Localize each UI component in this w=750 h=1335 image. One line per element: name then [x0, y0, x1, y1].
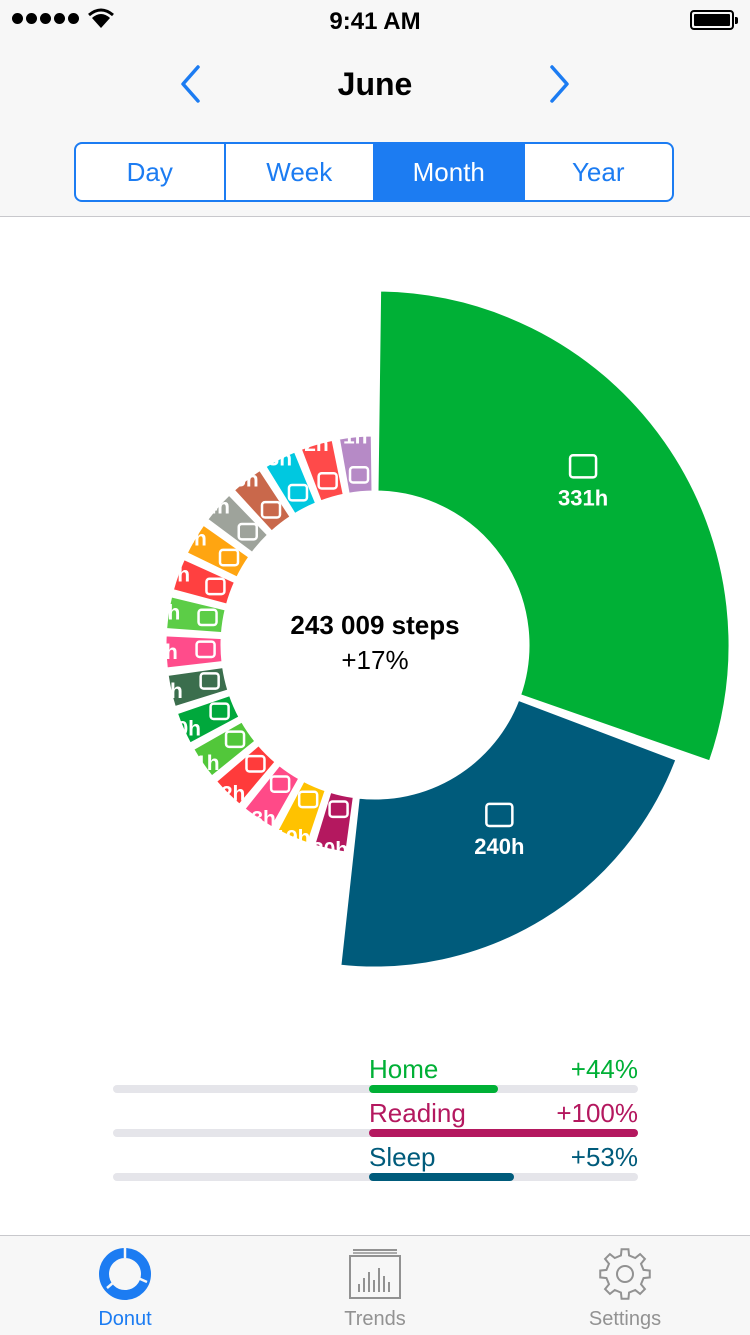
bed-icon: [485, 802, 514, 828]
battery-icon: [690, 10, 738, 30]
donut-segment-walking[interactable]: [275, 778, 328, 846]
next-month-button[interactable]: [535, 62, 585, 106]
legend-label: Home: [369, 1054, 439, 1084]
donut-segment-label: 331h: [558, 485, 608, 510]
legend-row-reading: Reading +100%: [113, 1098, 638, 1142]
donut-segment-sightseeing[interactable]: [336, 433, 375, 496]
header: June Day Week Month Year: [0, 40, 750, 217]
top-changes-legend: Home +44% Reading +100% Sleep +53%: [113, 1054, 638, 1186]
donut-segment-label: 240h: [474, 834, 524, 859]
menu-fork-icon: [317, 471, 338, 490]
signal-strength-icon: [12, 13, 79, 24]
donut-segment-label: 4h: [182, 528, 207, 551]
dancing-people-icon: [269, 775, 291, 794]
film-reel-icon: [245, 754, 266, 773]
donut-segment-label: 3h: [234, 469, 259, 492]
steps-change: +17%: [341, 645, 409, 675]
donut-segment-home[interactable]: [375, 288, 732, 764]
books-icon: [328, 800, 349, 819]
briefcase-icon: [287, 483, 309, 502]
period-segmented-control: Day Week Month Year: [74, 142, 674, 202]
tab-donut[interactable]: Donut: [0, 1236, 250, 1335]
donut-segment-school[interactable]: [191, 719, 258, 779]
legend-row-home: Home +44%: [113, 1054, 638, 1098]
donut-segment-reading[interactable]: [311, 789, 356, 855]
wifi-icon: [88, 8, 114, 28]
donut-segment-label: 19h: [274, 827, 310, 850]
donut-segment-kids[interactable]: [174, 692, 242, 746]
legend-change: +53%: [570, 1142, 638, 1172]
tab-label: Donut: [98, 1308, 152, 1330]
donut-segment-label: 12h: [209, 783, 245, 806]
legend-progress-bar: [369, 1085, 498, 1093]
segment-day[interactable]: Day: [126, 156, 173, 187]
tab-label: Trends: [344, 1308, 406, 1330]
donut-segment-label: 11h: [185, 752, 220, 775]
previous-month-button[interactable]: [165, 62, 215, 106]
donut-segment-label: 20h: [312, 839, 348, 862]
steering-wheel-icon: [237, 522, 258, 541]
donut-segment-doctor[interactable]: [165, 664, 231, 710]
donut-segment-label: 5h: [153, 641, 178, 664]
donut-segment-work[interactable]: [263, 449, 319, 517]
donut-segment-label: 2h: [304, 433, 329, 456]
settings-gear-icon: [599, 1248, 651, 1300]
chevron-right-icon: [550, 65, 569, 103]
donut-segment-label: 4h: [156, 602, 181, 625]
donut-icon: [99, 1248, 151, 1300]
chevron-left-icon: [181, 65, 200, 103]
legend-progress-bar: [369, 1173, 514, 1181]
family-icon: [209, 702, 230, 721]
activity-donut-chart: 331h240h20h19h13h12h11h10h5h5h4h4h4h4h3h…: [153, 288, 732, 970]
donut-segment-label: 3h: [268, 447, 293, 470]
legend-progress-bar: [369, 1129, 638, 1137]
tab-label: Settings: [588, 1308, 662, 1330]
legend-row-sleep: Sleep +53%: [113, 1142, 638, 1186]
legend-change: +100%: [556, 1098, 638, 1128]
stethoscope-icon: [199, 672, 220, 690]
house-icon: [568, 454, 598, 479]
walking-person-icon: [297, 790, 319, 809]
tab-settings[interactable]: Settings: [500, 1236, 750, 1335]
donut-segment-restaurant[interactable]: [298, 437, 346, 504]
donut-segment-sleep[interactable]: [338, 697, 679, 970]
donut-segment-label: 4h: [205, 496, 230, 519]
segment-week[interactable]: Week: [223, 144, 374, 200]
status-bar: 9:41 AM: [0, 0, 750, 40]
donut-segment-label: 5h: [158, 680, 183, 703]
people-pair-icon: [197, 608, 218, 627]
legend-label: Reading: [369, 1098, 466, 1128]
page-title: June: [337, 66, 413, 102]
binoculars-icon: [348, 466, 370, 484]
donut-segment-label: 4h: [166, 563, 191, 586]
donut-segment-label: 10h: [165, 718, 201, 741]
donut-segment-learning[interactable]: [163, 633, 225, 671]
tab-trends[interactable]: Trends: [250, 1236, 500, 1335]
trends-icon: [349, 1249, 401, 1299]
segment-month[interactable]: Month: [373, 144, 523, 200]
dumbbell-icon: [218, 548, 240, 567]
tab-bar: Donut Trends Settings: [0, 1235, 750, 1335]
school-building-icon: [224, 730, 246, 749]
abc-blocks-icon: [195, 640, 216, 659]
legend-label: Sleep: [369, 1142, 436, 1172]
status-time: 9:41 AM: [329, 8, 421, 35]
donut-center-summary: 243 009 steps +17%: [225, 610, 525, 676]
legend-change: +44%: [570, 1054, 638, 1084]
basket-icon: [260, 500, 282, 519]
steps-total: 243 009 steps: [290, 610, 460, 640]
donut-segment-label: 13h: [240, 808, 276, 831]
fork-spoon-icon: [205, 577, 226, 596]
donut-segment-dancing[interactable]: [242, 762, 302, 830]
donut-segment-movies[interactable]: [213, 742, 278, 807]
donut-segment-label: 1h: [343, 425, 368, 448]
segment-year[interactable]: Year: [522, 144, 673, 200]
